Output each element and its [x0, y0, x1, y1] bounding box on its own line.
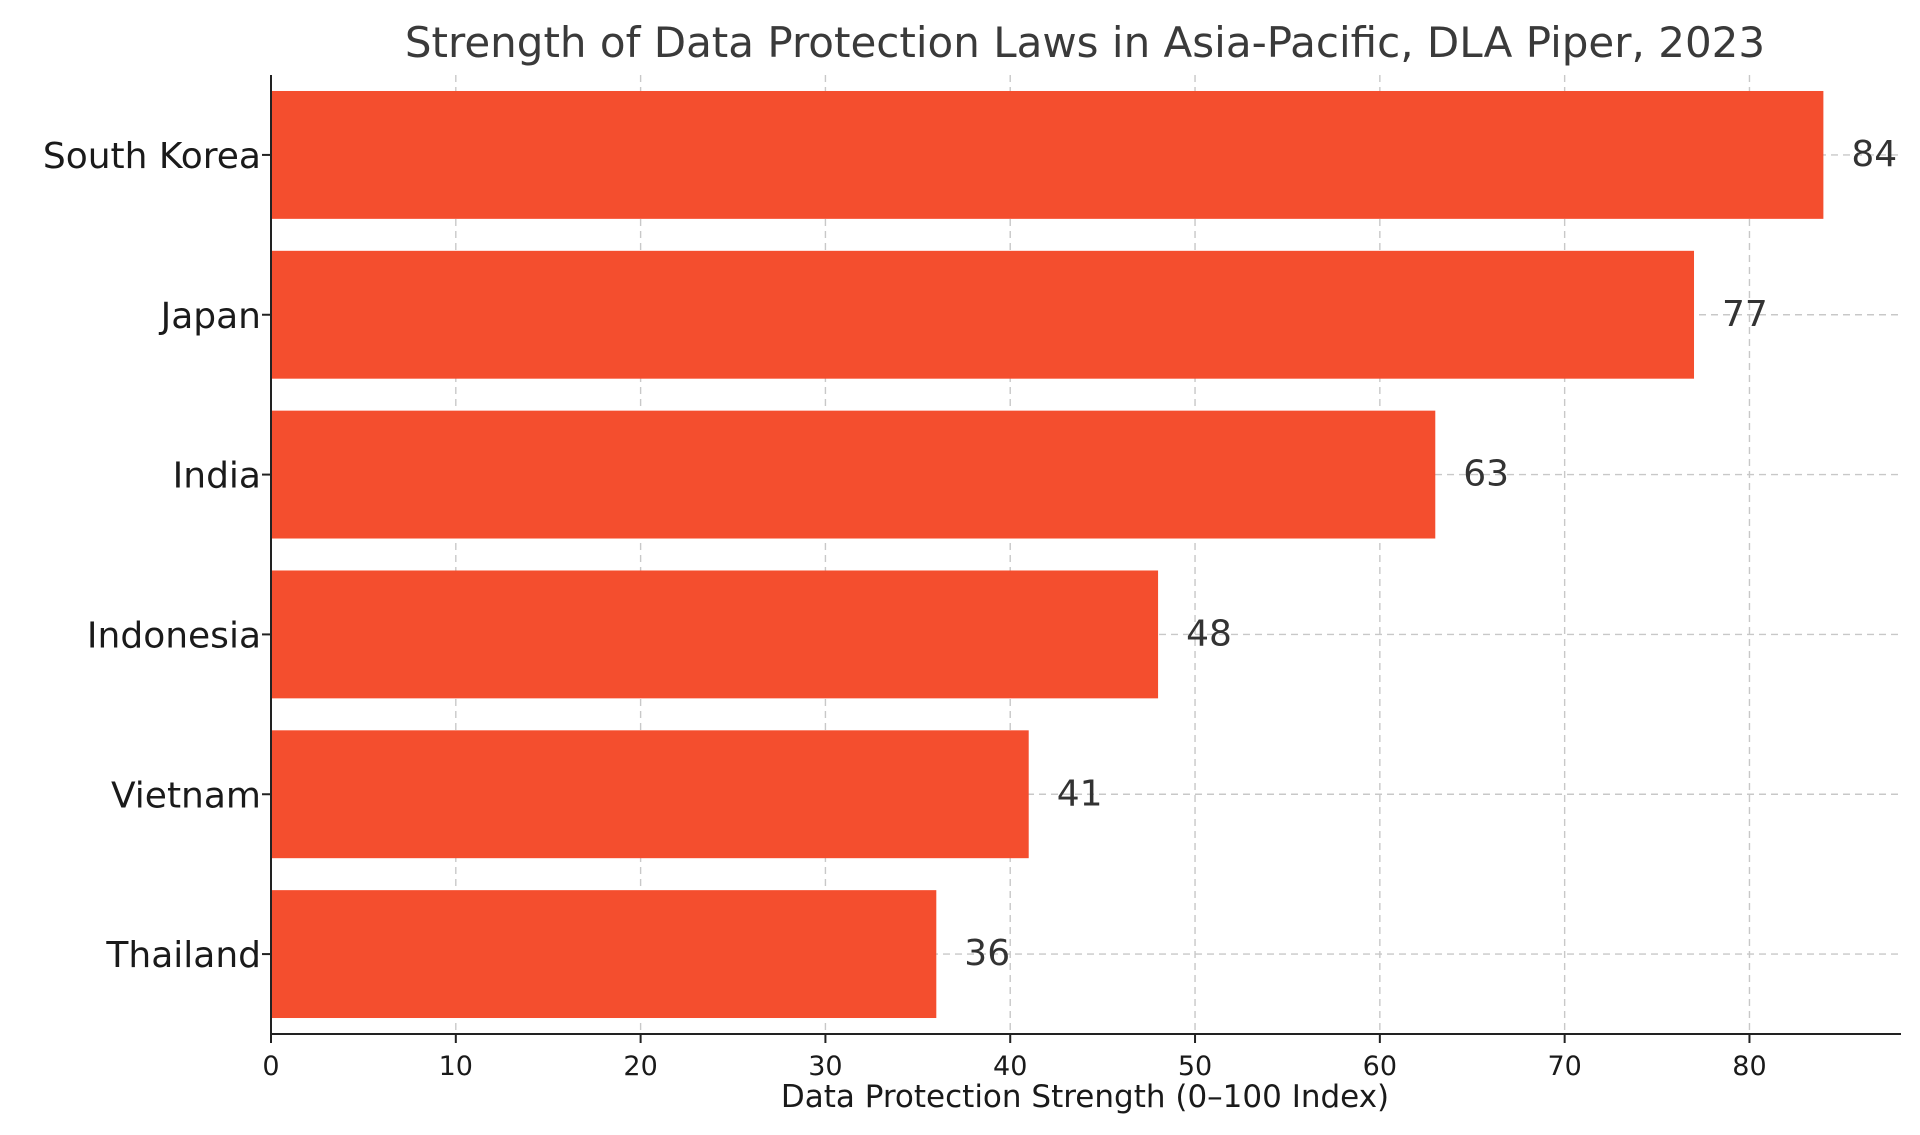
bars [271, 90, 1824, 1019]
bar-value-label: 63 [1463, 454, 1509, 495]
bar [271, 570, 1159, 699]
bar [271, 250, 1695, 379]
bar-value-label: 77 [1722, 294, 1768, 335]
bar [271, 90, 1824, 219]
bar-value-label: 84 [1851, 134, 1897, 175]
axes [262, 75, 1901, 1043]
bar [271, 730, 1029, 859]
category-label: Japan [159, 296, 261, 337]
category-label: India [173, 456, 261, 497]
x-tick-label: 50 [1178, 1051, 1212, 1082]
labels: 0 10 20 30 40 50 60 70 80 South Korea 84 Japan 77 Ind… [43, 134, 1897, 1082]
x-tick-label: 10 [439, 1051, 473, 1082]
x-tick-label: 80 [1732, 1051, 1766, 1082]
x-axis-label: Data Protection Strength (0–100 Index) [781, 1079, 1389, 1115]
x-tick-label: 20 [623, 1051, 657, 1082]
x-tick-label: 60 [1363, 1051, 1397, 1082]
chart-title: Strength of Data Protection Laws in Asia… [405, 18, 1765, 67]
x-tick-label: 40 [993, 1051, 1027, 1082]
category-label: Thailand [105, 935, 261, 976]
bar-value-label: 36 [964, 933, 1010, 974]
category-label: South Korea [43, 136, 261, 177]
bar [271, 890, 937, 1019]
bar-value-label: 48 [1186, 613, 1232, 654]
x-tick-label: 0 [262, 1051, 279, 1082]
category-label: Indonesia [87, 615, 261, 656]
category-label: Vietnam [111, 775, 261, 816]
bar-value-label: 41 [1057, 773, 1103, 814]
bar [271, 410, 1436, 539]
x-tick-label: 70 [1547, 1051, 1581, 1082]
x-tick-label: 30 [808, 1051, 842, 1082]
